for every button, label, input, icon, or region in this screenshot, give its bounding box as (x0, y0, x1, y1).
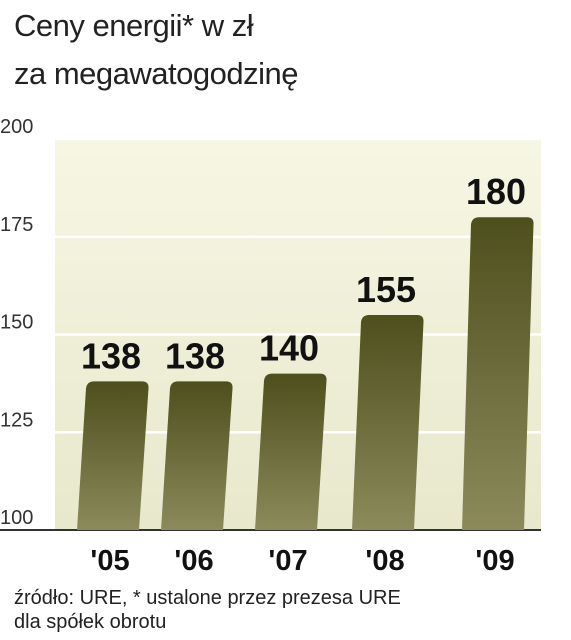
y-tick-label: 125 (0, 409, 33, 431)
x-tick-label: '05 (90, 545, 129, 577)
value-label: 138 (81, 335, 141, 376)
x-tick-label: '06 (174, 545, 213, 577)
x-tick-label: '07 (268, 545, 307, 577)
y-tick-label: 200 (0, 116, 33, 138)
bar-08 (352, 314, 424, 530)
x-tick-label: '08 (365, 545, 404, 577)
chart-title: Ceny energii* w zł za megawatogodzinę (14, 2, 298, 98)
chart-title-line-1: Ceny energii* w zł (14, 8, 254, 43)
source-note: źródło: URE, * ustalone przez prezesa UR… (14, 586, 401, 634)
source-line-2: dla spółek obrotu (14, 611, 167, 633)
x-tick-label: '09 (475, 545, 514, 577)
y-tick-label: 150 (0, 312, 33, 334)
bar-06 (161, 381, 233, 530)
source-line-1: źródło: URE, * ustalone przez prezesa UR… (14, 587, 401, 609)
bar-09 (462, 217, 534, 530)
value-label: 155 (356, 269, 416, 310)
bar-05 (77, 381, 149, 530)
y-tick-label: 100 (0, 507, 33, 529)
value-label: 180 (466, 171, 526, 212)
value-label: 140 (259, 328, 319, 369)
chart-title-line-2: za megawatogodzinę (14, 56, 298, 91)
bar-07 (255, 373, 327, 530)
value-label: 138 (165, 335, 225, 376)
y-tick-label: 175 (0, 214, 33, 236)
